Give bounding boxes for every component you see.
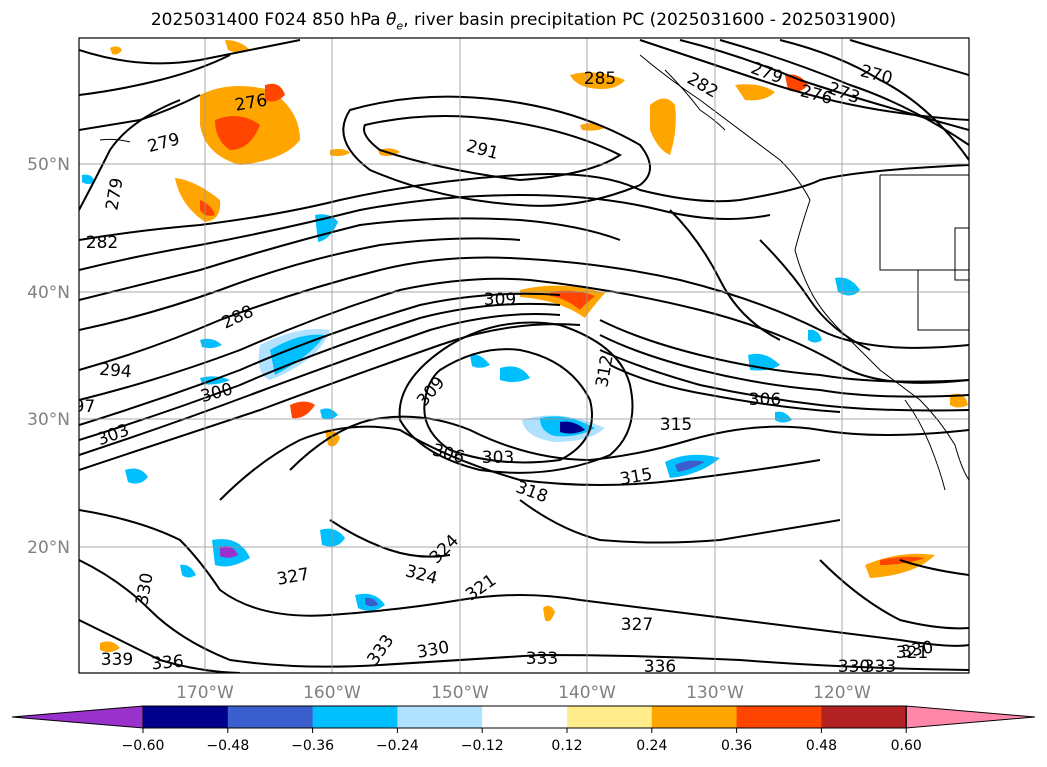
longitude-labels: 170°W 160°W 150°W 140°W 130°W 120°W — [176, 683, 871, 703]
contour-label: 309 — [413, 373, 449, 411]
contour-label: 288 — [219, 302, 257, 334]
colorbar-segment — [736, 706, 822, 728]
colorbar-tick-label: −0.36 — [291, 738, 334, 754]
colorbar-tick-label: −0.12 — [461, 738, 504, 754]
contour-label: 282 — [86, 233, 118, 253]
contour-label: 330 — [132, 571, 157, 606]
contour-label: 336 — [151, 652, 185, 675]
contour-label: 279 — [145, 129, 182, 157]
contour-label: 324 — [403, 561, 440, 589]
contour-label: 327 — [275, 564, 310, 589]
lat-label: 40°N — [27, 283, 70, 303]
map-title: 2025031400 F024 850 hPa θe, river basin … — [150, 10, 897, 33]
contour-label: 270 — [858, 61, 895, 89]
colorbar-tick-label: 0.48 — [806, 738, 837, 754]
colorbar-segment — [482, 706, 568, 728]
colorbar-tick-label: 0.24 — [636, 738, 667, 754]
colorbar-extend-high — [905, 705, 1036, 729]
coastlines — [99, 54, 969, 491]
colorbar-segment — [821, 706, 907, 728]
contour-label: 312 — [592, 353, 617, 388]
contour-label: 303 — [482, 448, 514, 468]
lon-label: 120°W — [813, 683, 871, 703]
lat-label: 50°N — [27, 155, 70, 175]
colorbar-extend-low — [11, 705, 144, 729]
contour-label: 306 — [749, 390, 781, 410]
contour-label: 291 — [464, 136, 501, 164]
colorbar-tick-label: −0.48 — [206, 738, 249, 754]
colorbar-segment — [651, 706, 738, 728]
contour-label: 279 — [748, 58, 785, 88]
lon-label: 160°W — [303, 683, 361, 703]
colorbar-tick-label: −0.60 — [122, 738, 165, 754]
contour-label: 279 — [102, 176, 127, 211]
lat-label: 30°N — [27, 410, 70, 430]
colorbar-tick-label: 0.12 — [551, 738, 582, 754]
colorbar-tick-label: 0.60 — [891, 738, 922, 754]
colorbar-segment — [227, 706, 314, 728]
contour-label: 315 — [618, 464, 653, 489]
contour-label: 333 — [864, 657, 896, 677]
theta-e-contours — [79, 39, 969, 673]
contour-label: 324 — [426, 531, 463, 568]
contour-label: 330 — [415, 637, 450, 662]
contour-label: 285 — [584, 69, 616, 89]
lon-label: 170°W — [176, 683, 234, 703]
colorbar-tick-labels: −0.60 −0.48 −0.36 −0.24 −0.12 0.12 0.24 0.36 0.4… — [122, 728, 922, 754]
contour-label: 336 — [644, 657, 676, 677]
contour-label: 306 — [430, 440, 467, 468]
lat-label: 20°N — [27, 538, 70, 558]
gridlines — [79, 38, 969, 673]
colorbar-segment — [143, 706, 229, 728]
map-frame — [78, 37, 970, 674]
latitude-labels: 50°N 40°N 30°N 20°N — [27, 155, 70, 558]
contour-label: 327 — [621, 615, 653, 635]
contour-label: 297 — [63, 397, 95, 417]
colorbar-segment — [567, 706, 653, 728]
contour-label: 321 — [896, 643, 928, 663]
contour-label: 333 — [526, 649, 558, 669]
contour-label: 282 — [683, 69, 721, 103]
colorbar — [11, 705, 1036, 729]
lon-label: 150°W — [431, 683, 489, 703]
contour-label: 330 — [838, 657, 870, 677]
contour-label: 294 — [98, 360, 132, 383]
contour-label: 315 — [660, 415, 692, 435]
lon-label: 140°W — [558, 683, 616, 703]
contour-label: 309 — [484, 290, 516, 310]
precip-shading — [82, 40, 968, 653]
colorbar-segment — [397, 706, 483, 728]
contour-label: 339 — [101, 650, 133, 670]
contour-label: 303 — [95, 420, 132, 450]
colorbar-segment — [312, 706, 398, 728]
lon-label: 130°W — [686, 683, 744, 703]
contour-label: 321 — [462, 570, 500, 605]
colorbar-tick-label: −0.24 — [376, 738, 419, 754]
colorbar-tick-label: 0.36 — [721, 738, 752, 754]
